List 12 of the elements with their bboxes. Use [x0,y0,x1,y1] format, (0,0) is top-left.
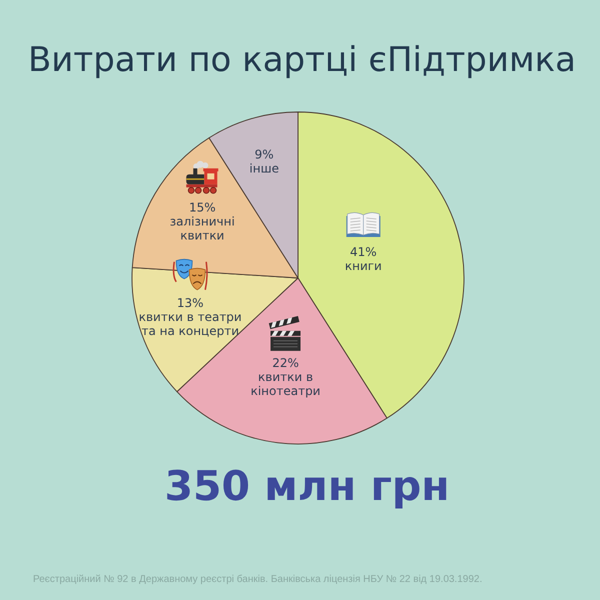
data-label: 22% [272,356,299,370]
slice-label: книги [344,259,382,274]
text: 350 млн грн [164,462,450,510]
data-label: 41% [350,245,377,260]
slice-label: інше [249,162,279,176]
data-label: 13% [176,296,204,310]
chart-title: Витрати по картці єПідтримка [28,40,576,80]
slice-label: квитки в кінотеатри [250,370,320,398]
data-label: 15% [188,200,216,214]
data-label: 9% [254,148,274,162]
slice-label: залізничні квитки [170,214,235,242]
slice-label: квитки в театри та на концерти [138,310,242,338]
